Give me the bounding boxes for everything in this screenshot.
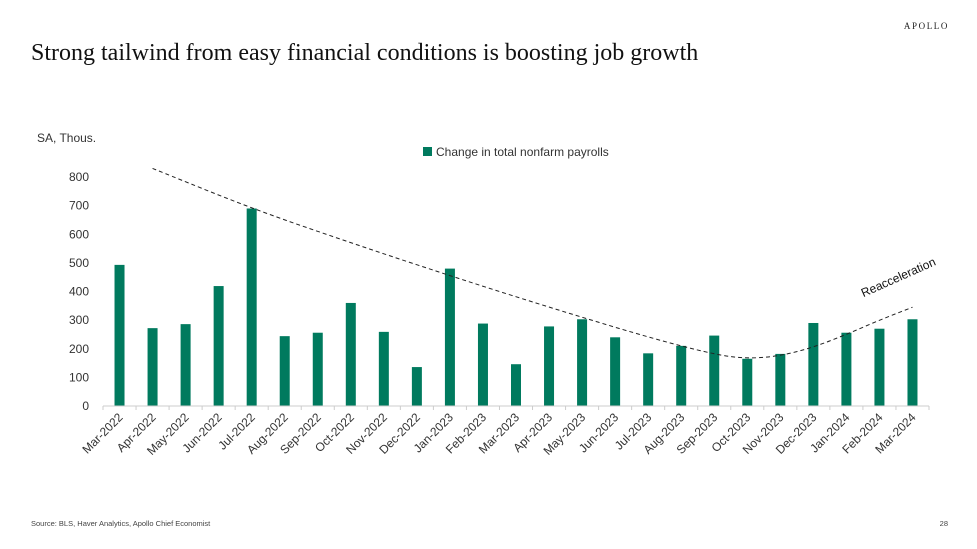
bar xyxy=(312,332,323,406)
bar xyxy=(907,319,918,406)
bar xyxy=(180,324,191,406)
y-axis: 0 100 200 300 400 500 600 700 800 xyxy=(69,170,89,413)
bar xyxy=(511,364,521,406)
bar xyxy=(444,268,455,406)
page-number: 28 xyxy=(939,519,948,528)
bar xyxy=(378,331,389,406)
y-axis-unit-label: SA, Thous. xyxy=(37,131,97,145)
bar xyxy=(742,358,753,406)
legend-label: Change in total nonfarm payrolls xyxy=(436,145,609,159)
legend-swatch xyxy=(423,147,432,156)
bar xyxy=(345,302,356,406)
bar xyxy=(477,323,488,406)
bar xyxy=(874,328,885,406)
y-tick-label: 800 xyxy=(69,170,89,184)
chart-annotations: Reacceleration xyxy=(859,255,938,300)
y-tick-label: 600 xyxy=(69,227,89,241)
y-tick-label: 700 xyxy=(69,199,89,213)
bar xyxy=(643,353,654,406)
y-tick-label: 400 xyxy=(69,285,89,299)
bar xyxy=(544,326,555,406)
bar xyxy=(246,208,257,406)
y-tick-label: 500 xyxy=(69,256,89,270)
bar xyxy=(775,353,786,406)
y-tick-label: 100 xyxy=(69,370,89,384)
source-note: Source: BLS, Haver Analytics, Apollo Chi… xyxy=(31,519,211,528)
brand-logo: APOLLO xyxy=(903,21,949,31)
bar xyxy=(279,336,290,406)
chart-legend: Change in total nonfarm payrolls xyxy=(423,145,609,159)
bar xyxy=(841,332,852,406)
bar xyxy=(676,345,687,406)
y-tick-label: 200 xyxy=(69,342,89,356)
bar xyxy=(808,322,819,406)
y-tick-label: 0 xyxy=(82,399,89,413)
bar xyxy=(709,335,720,406)
bar xyxy=(147,328,158,406)
bar xyxy=(114,264,125,406)
x-axis: Mar-2022Apr-2022May-2022Jun-2022Jul-2022… xyxy=(79,406,930,458)
annotation-label: Reacceleration xyxy=(859,255,938,300)
bar-series xyxy=(114,208,918,406)
page-title: Strong tailwind from easy financial cond… xyxy=(31,40,699,66)
y-tick-label: 300 xyxy=(69,313,89,327)
bar xyxy=(411,367,422,406)
bar xyxy=(577,319,588,406)
trend-line xyxy=(152,167,913,359)
bar xyxy=(213,286,224,406)
bar xyxy=(610,337,621,406)
